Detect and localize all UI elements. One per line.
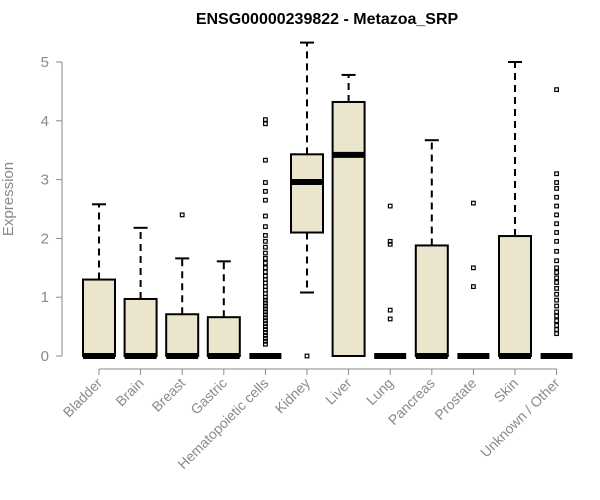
outlier-point-lung bbox=[387, 316, 393, 322]
outlier-point-unknown-other bbox=[554, 327, 559, 332]
outlier-point-unknown-other bbox=[554, 291, 559, 297]
outlier-point-unknown-other bbox=[554, 248, 559, 254]
outlier-point-unknown-other bbox=[554, 309, 559, 315]
outlier-point-hematopoietic-cells bbox=[263, 250, 268, 256]
outlier-point-unknown-other bbox=[554, 186, 559, 191]
outlier-point-prostate bbox=[471, 265, 476, 271]
outlier-point-unknown-other bbox=[554, 297, 559, 303]
outlier-point-hematopoietic-cells bbox=[263, 224, 268, 230]
outlier-point-lung bbox=[387, 241, 393, 247]
box-pancreas bbox=[414, 244, 449, 357]
x-tick-label-brain: Brain bbox=[112, 375, 146, 409]
outlier-point-unknown-other bbox=[554, 265, 559, 271]
outlier-point-unknown-other bbox=[554, 323, 559, 328]
outlier-point-hematopoietic-cells bbox=[263, 260, 268, 266]
outlier-point-unknown-other bbox=[554, 303, 559, 309]
outlier-point-hematopoietic-cells bbox=[263, 265, 268, 271]
outlier-point-hematopoietic-cells bbox=[263, 180, 268, 185]
y-axis-label: Expression bbox=[0, 162, 17, 236]
x-tick-label-prostate: Prostate bbox=[431, 375, 479, 423]
x-tick-label-breast: Breast bbox=[148, 375, 188, 415]
outlier-point-hematopoietic-cells bbox=[263, 330, 268, 335]
outlier-point-lung bbox=[387, 203, 393, 209]
outlier-point-hematopoietic-cells bbox=[263, 238, 268, 244]
outlier-point-prostate bbox=[471, 284, 476, 290]
outlier-point-hematopoietic-cells bbox=[263, 213, 268, 219]
outlier-point-unknown-other bbox=[554, 258, 559, 264]
chart-title: ENSG00000239822 - Metazoa_SRP bbox=[196, 11, 459, 28]
outlier-point-hematopoietic-cells bbox=[263, 197, 268, 203]
outlier-point-hematopoietic-cells bbox=[263, 294, 268, 300]
outlier-point-hematopoietic-cells bbox=[263, 233, 268, 238]
x-tick-label-kidney: Kidney bbox=[272, 375, 314, 417]
outlier-point-unknown-other bbox=[554, 230, 559, 235]
outlier-point-unknown-other bbox=[554, 331, 559, 337]
x-tick-label-unknown-other: Unknown / Other bbox=[477, 375, 563, 461]
outlier-point-hematopoietic-cells bbox=[263, 303, 268, 309]
box-breast bbox=[165, 313, 200, 358]
box-liver bbox=[331, 100, 366, 358]
outlier-point-hematopoietic-cells bbox=[263, 297, 268, 303]
outlier-point-unknown-other bbox=[554, 194, 559, 200]
outlier-point-hematopoietic-cells bbox=[263, 333, 268, 338]
outlier-point-breast bbox=[179, 212, 185, 218]
outlier-point-hematopoietic-cells bbox=[263, 121, 268, 127]
outlier-point-unknown-other bbox=[554, 180, 559, 185]
outlier-point-hematopoietic-cells bbox=[263, 117, 268, 123]
outlier-point-hematopoietic-cells bbox=[263, 312, 268, 318]
outlier-point-hematopoietic-cells bbox=[263, 335, 268, 341]
outlier-point-hematopoietic-cells bbox=[263, 157, 268, 163]
x-tick-label-bladder: Bladder bbox=[60, 375, 106, 421]
outlier-point-unknown-other bbox=[554, 285, 559, 291]
outlier-point-unknown-other bbox=[554, 318, 559, 324]
box-kidney bbox=[290, 153, 324, 234]
outlier-point-unknown-other bbox=[554, 221, 559, 227]
outlier-point-hematopoietic-cells bbox=[263, 315, 268, 321]
x-tick-label-liver: Liver bbox=[322, 375, 355, 408]
outlier-point-lung bbox=[387, 238, 393, 244]
outlier-point-kidney bbox=[304, 353, 310, 359]
box-brain bbox=[123, 297, 158, 357]
outlier-point-prostate bbox=[471, 200, 476, 206]
y-tick-label: 2 bbox=[41, 230, 49, 247]
outlier-point-unknown-other bbox=[554, 87, 559, 93]
outlier-point-unknown-other bbox=[554, 313, 559, 319]
box-bladder bbox=[82, 278, 116, 357]
y-tick-label: 4 bbox=[41, 113, 49, 130]
outlier-point-unknown-other bbox=[554, 203, 559, 209]
outlier-point-hematopoietic-cells bbox=[263, 318, 268, 324]
box-skin bbox=[498, 235, 532, 358]
y-tick-label: 0 bbox=[41, 348, 49, 365]
outlier-point-unknown-other bbox=[554, 270, 559, 275]
outlier-point-unknown-other bbox=[554, 280, 559, 285]
outlier-point-unknown-other bbox=[554, 171, 559, 177]
outlier-point-unknown-other bbox=[554, 275, 559, 281]
outlier-point-hematopoietic-cells bbox=[263, 338, 268, 344]
y-tick-label: 5 bbox=[41, 54, 49, 71]
y-tick-label: 3 bbox=[41, 172, 49, 189]
outlier-point-hematopoietic-cells bbox=[263, 244, 268, 250]
outlier-point-lung bbox=[387, 307, 393, 313]
x-tick-label-lung: Lung bbox=[363, 375, 396, 408]
outlier-point-hematopoietic-cells bbox=[263, 341, 268, 347]
x-tick-label-skin: Skin bbox=[491, 375, 522, 406]
outlier-point-hematopoietic-cells bbox=[263, 324, 268, 329]
y-tick-label: 1 bbox=[41, 289, 49, 306]
box-gastric bbox=[206, 316, 241, 357]
outlier-point-hematopoietic-cells bbox=[263, 327, 268, 332]
outlier-point-hematopoietic-cells bbox=[263, 188, 268, 194]
outlier-point-hematopoietic-cells bbox=[263, 269, 268, 275]
outlier-point-hematopoietic-cells bbox=[263, 255, 268, 261]
outlier-point-hematopoietic-cells bbox=[263, 321, 268, 327]
outlier-point-unknown-other bbox=[554, 212, 559, 218]
outlier-point-hematopoietic-cells bbox=[263, 300, 268, 306]
outlier-point-hematopoietic-cells bbox=[263, 306, 268, 312]
outlier-point-unknown-other bbox=[554, 238, 559, 244]
outlier-point-hematopoietic-cells bbox=[263, 309, 268, 315]
